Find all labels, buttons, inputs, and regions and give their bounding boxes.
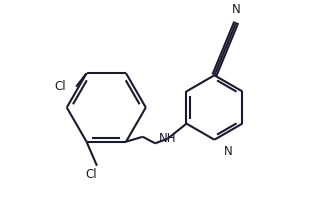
- Text: N: N: [232, 3, 240, 16]
- Text: N: N: [223, 145, 232, 158]
- Text: NH: NH: [159, 132, 176, 145]
- Text: Cl: Cl: [54, 80, 66, 93]
- Text: Cl: Cl: [86, 168, 97, 181]
